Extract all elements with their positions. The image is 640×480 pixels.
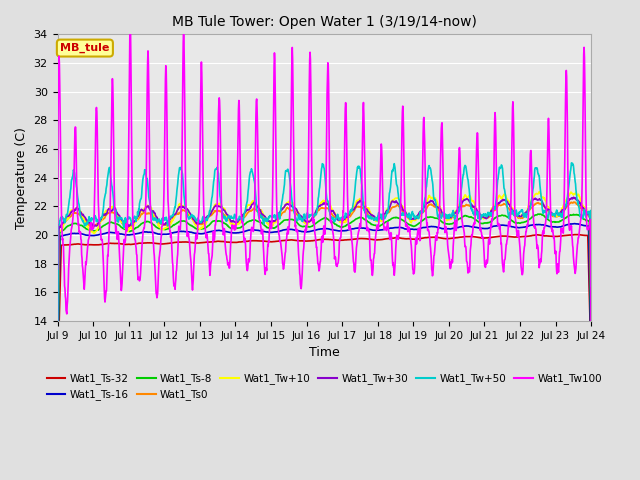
Wat1_Tw100 [477, 229, 485, 235]
Wat1_Tw+10 [54, 373, 61, 379]
Wat1_Tw+10 [588, 316, 595, 322]
Wat1_Tw+30 [477, 212, 484, 218]
Wat1_Ts0 [54, 371, 61, 376]
Line: Wat1_Ts-8: Wat1_Ts-8 [58, 214, 591, 378]
Wat1_Ts-16 [172, 229, 180, 235]
Wat1_Ts-8 [477, 221, 484, 227]
Line: Wat1_Ts0: Wat1_Ts0 [58, 202, 591, 373]
Wat1_Tw+30 [159, 221, 167, 227]
Wat1_Tw+50 [159, 217, 167, 223]
Wat1_Ts0 [524, 210, 532, 216]
Wat1_Ts-16 [159, 231, 167, 237]
Wat1_Ts-32 [54, 381, 61, 386]
Wat1_Tw+50 [54, 370, 61, 375]
Wat1_Tw+50 [568, 160, 575, 166]
Wat1_Tw100 [54, 266, 61, 272]
Wat1_Ts-8 [407, 223, 415, 228]
Wat1_Ts-32 [407, 236, 415, 242]
Wat1_Ts-8 [536, 211, 544, 217]
Line: Wat1_Tw+10: Wat1_Tw+10 [58, 192, 591, 376]
Wat1_Ts0 [407, 216, 415, 222]
Wat1_Ts-32 [574, 232, 582, 238]
Wat1_Ts-16 [524, 223, 532, 229]
Wat1_Tw+30 [172, 210, 180, 216]
Wat1_Tw+50 [588, 283, 595, 289]
Wat1_Tw100 [524, 219, 532, 225]
Wat1_Tw+30 [588, 328, 595, 334]
X-axis label: Time: Time [309, 346, 340, 359]
Wat1_Tw+10 [524, 206, 532, 212]
Wat1_Ts-32 [172, 240, 180, 245]
Wat1_Ts-8 [232, 225, 240, 231]
Wat1_Ts-8 [588, 343, 595, 349]
Wat1_Ts-16 [571, 221, 579, 227]
Wat1_Tw100 [588, 318, 595, 324]
Wat1_Ts-32 [524, 233, 532, 239]
Wat1_Ts0 [159, 222, 167, 228]
Wat1_Tw+50 [477, 216, 484, 222]
Wat1_Tw+30 [232, 219, 240, 225]
Wat1_Ts0 [477, 216, 484, 221]
Wat1_Ts-8 [54, 375, 61, 381]
Wat1_Tw+10 [172, 211, 180, 216]
Wat1_Tw100 [408, 243, 415, 249]
Wat1_Tw+30 [570, 194, 577, 200]
Title: MB Tule Tower: Open Water 1 (3/19/14-now): MB Tule Tower: Open Water 1 (3/19/14-now… [172, 15, 477, 29]
Wat1_Tw+50 [407, 216, 415, 222]
Wat1_Ts-8 [159, 226, 167, 232]
Wat1_Tw+50 [524, 208, 532, 214]
Wat1_Tw100 [232, 220, 240, 226]
Line: Wat1_Tw100: Wat1_Tw100 [58, 35, 591, 321]
Wat1_Tw100 [160, 205, 168, 211]
Wat1_Tw+10 [232, 223, 240, 228]
Line: Wat1_Tw+50: Wat1_Tw+50 [58, 163, 591, 372]
Wat1_Ts-16 [407, 226, 415, 232]
Wat1_Tw+10 [477, 214, 484, 219]
Y-axis label: Temperature (C): Temperature (C) [15, 127, 28, 228]
Wat1_Ts-32 [232, 240, 240, 245]
Wat1_Ts-32 [159, 241, 167, 247]
Wat1_Tw+10 [159, 226, 167, 232]
Wat1_Ts-8 [524, 218, 532, 224]
Wat1_Tw+10 [407, 219, 415, 225]
Text: MB_tule: MB_tule [60, 43, 109, 53]
Wat1_Ts0 [172, 212, 180, 217]
Wat1_Ts-16 [477, 226, 484, 231]
Line: Wat1_Ts-16: Wat1_Ts-16 [58, 224, 591, 370]
Wat1_Ts-16 [588, 361, 595, 367]
Wat1_Ts-32 [477, 235, 484, 241]
Wat1_Tw+30 [407, 216, 415, 221]
Wat1_Tw+50 [232, 215, 240, 221]
Wat1_Tw+30 [54, 371, 61, 377]
Wat1_Ts-16 [232, 230, 240, 236]
Line: Wat1_Ts-32: Wat1_Ts-32 [58, 235, 591, 384]
Line: Wat1_Tw+30: Wat1_Tw+30 [58, 197, 591, 374]
Wat1_Tw100 [173, 267, 180, 273]
Wat1_Tw+10 [536, 189, 543, 194]
Wat1_Ts-32 [588, 361, 595, 367]
Wat1_Tw+50 [172, 195, 180, 201]
Wat1_Ts0 [232, 221, 240, 227]
Wat1_Ts0 [588, 328, 595, 334]
Wat1_Tw+30 [524, 207, 532, 213]
Wat1_Ts-16 [54, 367, 61, 372]
Wat1_Tw100 [126, 32, 134, 37]
Wat1_Ts0 [570, 199, 577, 205]
Legend: Wat1_Ts-32, Wat1_Ts-16, Wat1_Ts-8, Wat1_Ts0, Wat1_Tw+10, Wat1_Tw+30, Wat1_Tw+50,: Wat1_Ts-32, Wat1_Ts-16, Wat1_Ts-8, Wat1_… [42, 369, 606, 405]
Wat1_Ts-8 [172, 221, 180, 227]
